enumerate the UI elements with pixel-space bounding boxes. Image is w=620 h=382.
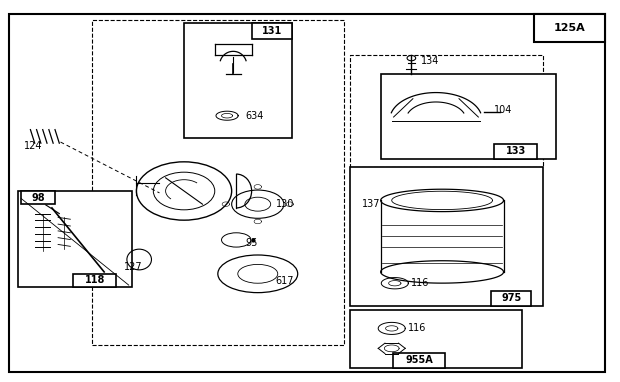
Bar bbox=[393, 353, 445, 368]
Bar bbox=[534, 14, 605, 42]
Text: 104: 104 bbox=[494, 105, 513, 115]
Bar bbox=[73, 274, 117, 287]
Bar bbox=[184, 23, 291, 138]
Bar bbox=[18, 191, 132, 287]
Bar bbox=[92, 20, 344, 345]
Text: 133: 133 bbox=[506, 146, 526, 157]
Text: 137: 137 bbox=[362, 199, 381, 209]
Text: 134: 134 bbox=[420, 56, 439, 66]
Bar bbox=[350, 309, 522, 368]
Text: 617: 617 bbox=[275, 275, 293, 286]
Text: 125A: 125A bbox=[554, 23, 585, 33]
Text: 98: 98 bbox=[31, 193, 45, 202]
Bar bbox=[494, 144, 538, 159]
Text: 116: 116 bbox=[409, 324, 427, 333]
Bar bbox=[350, 55, 544, 167]
Text: 131: 131 bbox=[262, 26, 281, 36]
Text: 975: 975 bbox=[501, 293, 521, 303]
Text: 130: 130 bbox=[276, 199, 294, 209]
Bar bbox=[491, 291, 531, 306]
Text: 118: 118 bbox=[85, 275, 105, 285]
Bar bbox=[252, 23, 291, 39]
Text: 124: 124 bbox=[24, 141, 43, 151]
Bar bbox=[21, 191, 55, 204]
Bar bbox=[381, 74, 556, 159]
Text: 127: 127 bbox=[125, 262, 143, 272]
Text: 634: 634 bbox=[246, 112, 264, 121]
Text: 955A: 955A bbox=[405, 355, 433, 366]
Bar bbox=[350, 167, 544, 306]
Text: 116: 116 bbox=[412, 278, 430, 288]
Text: 95: 95 bbox=[246, 238, 258, 248]
